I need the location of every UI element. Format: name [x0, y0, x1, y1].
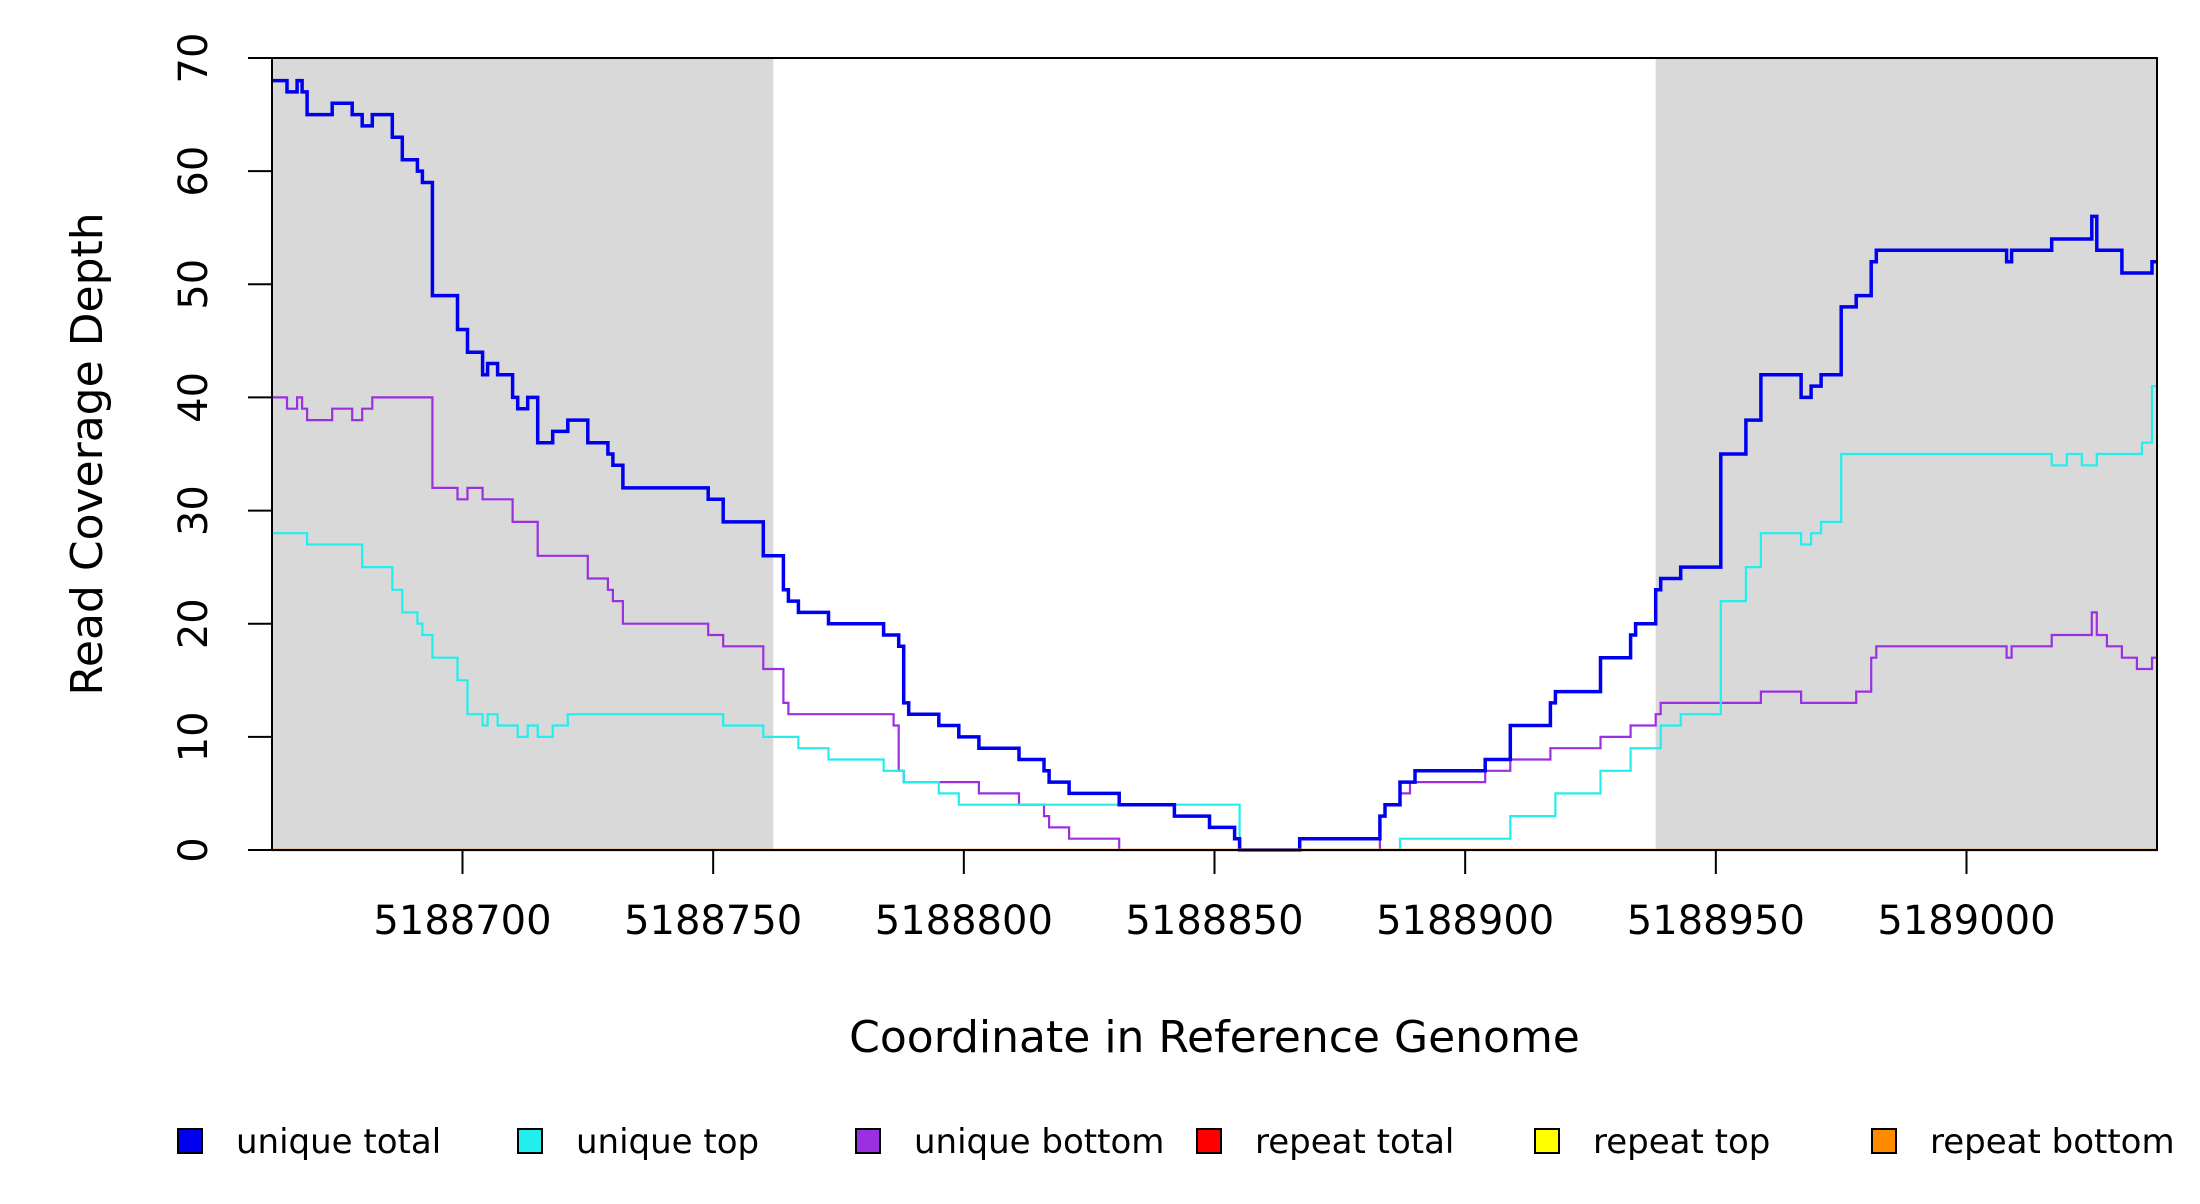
y-tick-label: 50 [171, 259, 217, 310]
y-tick-label: 40 [171, 372, 217, 423]
legend-item-repeat-top: repeat top [1534, 1122, 1770, 1162]
x-axis-title: Coordinate in Reference Genome [849, 1012, 1580, 1063]
legend-label: unique top [576, 1122, 759, 1162]
legend-label: repeat total [1255, 1122, 1454, 1162]
legend-label: repeat top [1593, 1122, 1770, 1162]
legend-swatch [517, 1128, 543, 1154]
legend-swatch [177, 1128, 203, 1154]
x-tick-label: 5188750 [624, 898, 802, 944]
y-tick-label: 60 [171, 146, 217, 197]
x-tick-label: 5188850 [1125, 898, 1303, 944]
x-tick-label: 5188700 [373, 898, 551, 944]
y-axis: 0 10 20 30 40 50 60 70 [171, 33, 272, 863]
legend-item-unique-bottom: unique bottom [855, 1122, 1164, 1162]
series-unique-top [272, 385, 2157, 852]
legend-swatch [855, 1128, 881, 1154]
x-tick-label: 5188950 [1627, 898, 1805, 944]
y-tick-label: 10 [171, 711, 217, 762]
legend-swatch [1871, 1128, 1897, 1154]
y-axis-title: Read Coverage Depth [62, 212, 113, 695]
series-unique-bottom [272, 396, 2157, 852]
shaded-region-1 [272, 58, 774, 850]
legend-item-unique-total: unique total [177, 1122, 441, 1162]
x-axis: 5188700 5188750 5188800 5188850 5188900 51889… [373, 850, 2056, 944]
y-tick-label: 30 [171, 485, 217, 536]
legend-swatch [1196, 1128, 1222, 1154]
legend-label: unique bottom [914, 1122, 1164, 1162]
legend-item-repeat-total: repeat total [1196, 1122, 1454, 1162]
legend-item-repeat-bottom: repeat bottom [1871, 1122, 2175, 1162]
y-tick-label: 20 [171, 598, 217, 649]
legend: unique total unique top unique bottom repea… [177, 1122, 2175, 1162]
legend-item-unique-top: unique top [517, 1122, 759, 1162]
y-tick-label: 0 [171, 837, 217, 862]
x-tick-label: 5189000 [1877, 898, 2055, 944]
series-unique-total [272, 78, 2157, 852]
y-tick-label: 70 [171, 33, 217, 84]
x-tick-label: 5188800 [875, 898, 1053, 944]
legend-swatch [1534, 1128, 1560, 1154]
legend-label: unique total [236, 1122, 441, 1162]
x-tick-label: 5188900 [1376, 898, 1554, 944]
legend-label: repeat bottom [1930, 1122, 2175, 1162]
